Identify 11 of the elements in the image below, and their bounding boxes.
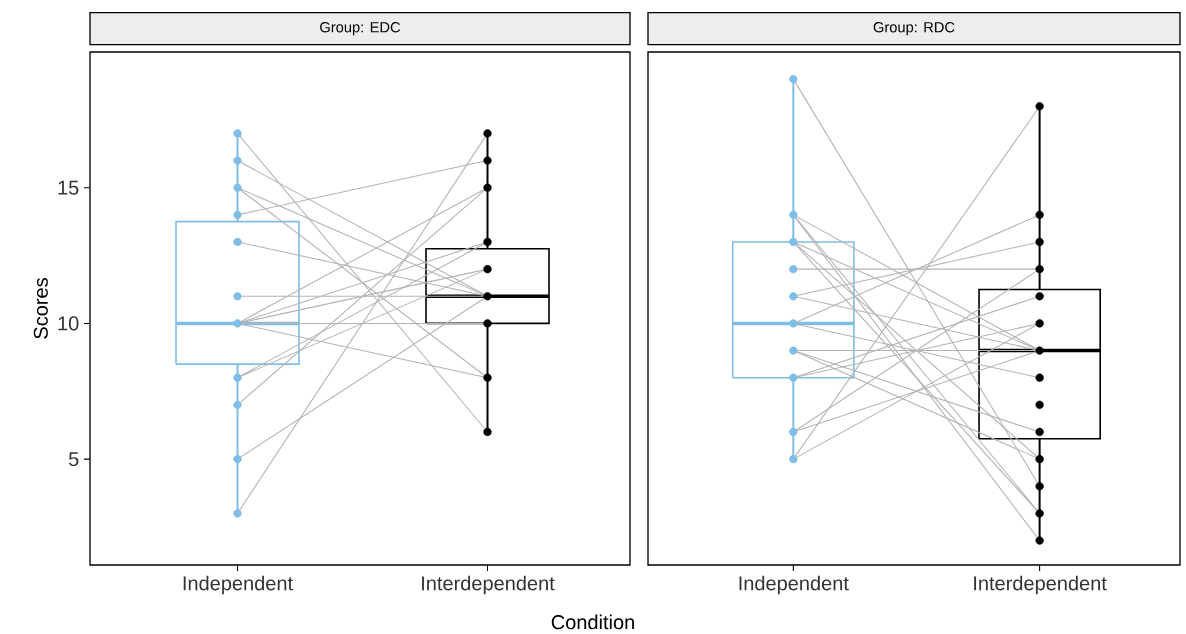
x-tick-label: Independent bbox=[739, 575, 849, 595]
x-tick-label: Interdependent bbox=[974, 575, 1107, 595]
x-axis-title: Condition bbox=[551, 614, 634, 630]
y-axis-title: Scores bbox=[33, 278, 48, 339]
y-tick-label: 15 bbox=[58, 180, 79, 195]
x-tick-label: Interdependent bbox=[422, 575, 555, 595]
chart-title: Group: RDC bbox=[873, 22, 955, 36]
chart-title: Group: EDC bbox=[320, 22, 401, 36]
x-tick-label: Independent bbox=[183, 575, 293, 595]
y-tick-label: 10 bbox=[58, 316, 79, 331]
y-tick-label: 5 bbox=[68, 452, 79, 467]
